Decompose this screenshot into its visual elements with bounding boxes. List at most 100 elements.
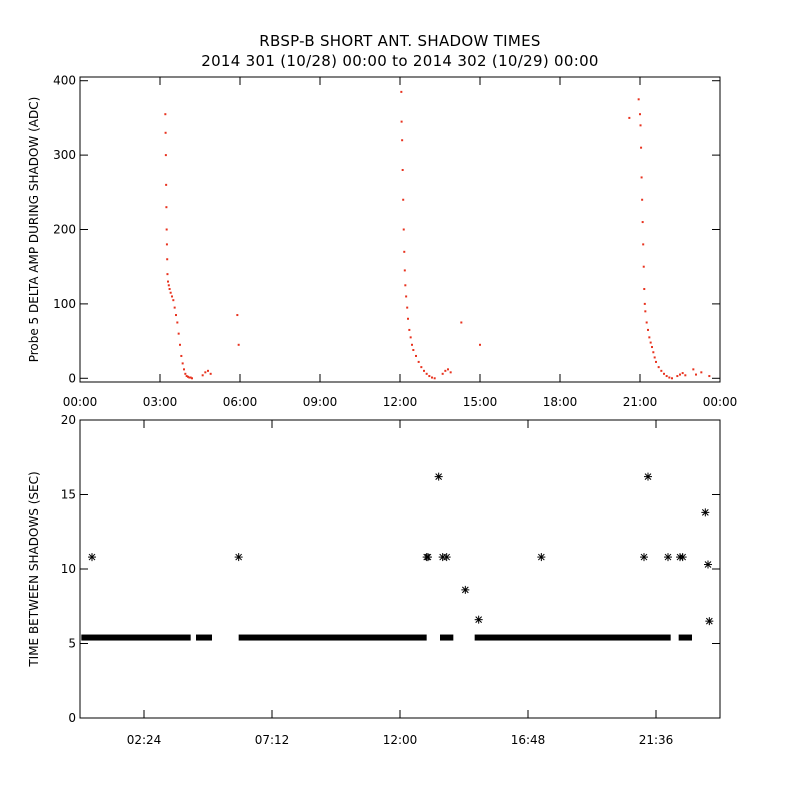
data-point xyxy=(191,377,193,380)
data-point-asterisk xyxy=(705,617,714,626)
chart-title-line1: RBSP-B SHORT ANT. SHADOW TIMES xyxy=(259,32,541,50)
data-point xyxy=(655,360,657,363)
data-point xyxy=(642,265,645,268)
x-tick-label: 00:00 xyxy=(63,395,98,409)
data-point xyxy=(441,372,444,375)
data-point xyxy=(447,368,449,371)
data-point xyxy=(166,273,169,276)
data-point xyxy=(402,198,405,201)
data-point xyxy=(180,354,183,357)
y-tick-label: 10 xyxy=(61,562,76,576)
data-point xyxy=(644,310,647,313)
data-point xyxy=(237,343,240,346)
baseline-segment xyxy=(81,634,191,641)
data-point xyxy=(460,321,463,324)
data-point xyxy=(188,376,191,379)
x-tick-label: 00:00 xyxy=(703,395,738,409)
data-point-asterisk xyxy=(88,553,96,562)
baseline-segment xyxy=(196,634,212,641)
data-point-asterisk xyxy=(664,553,672,562)
y-axis-label: Probe 5 DELTA AMP DURING SHADOW (ADC) xyxy=(27,97,41,363)
data-point xyxy=(168,288,171,291)
data-point xyxy=(173,306,176,309)
chart-title-line2: 2014 301 (10/28) 00:00 to 2014 302 (10/2… xyxy=(201,52,599,70)
data-point xyxy=(640,146,643,149)
x-tick-label: 09:00 xyxy=(303,395,338,409)
y-tick-label: 300 xyxy=(53,148,76,162)
data-point xyxy=(166,258,169,261)
top-panel: 00:00 03:00 06:00 09:00 12:00 15:00 18:00 21:00… xyxy=(27,74,737,409)
y-tick-label: 15 xyxy=(61,488,76,502)
data-point xyxy=(671,377,673,380)
data-point xyxy=(643,302,646,305)
data-point xyxy=(164,131,167,134)
data-point xyxy=(643,288,646,291)
data-point xyxy=(420,366,423,369)
data-point xyxy=(183,368,185,371)
data-point xyxy=(628,116,631,119)
data-point xyxy=(648,336,651,339)
data-point xyxy=(402,228,405,231)
plot-frame xyxy=(79,76,721,383)
data-point xyxy=(184,372,187,375)
data-point xyxy=(164,154,167,157)
data-point xyxy=(640,176,643,179)
x-tick-label: 02:24 xyxy=(127,733,162,747)
data-point xyxy=(431,376,433,379)
data-point xyxy=(695,373,697,376)
data-point xyxy=(639,124,642,127)
y-tick-label: 400 xyxy=(53,74,76,88)
data-point xyxy=(668,376,671,379)
data-point xyxy=(645,321,648,324)
data-point xyxy=(406,306,409,309)
data-point-asterisk xyxy=(704,560,712,569)
data-point xyxy=(403,269,406,272)
baseline-segment xyxy=(440,634,454,641)
data-point xyxy=(642,243,645,246)
data-point xyxy=(412,349,415,352)
x-tick-label: 21:00 xyxy=(623,395,658,409)
bottom-panel: 02:24 07:12 12:00 16:48 21:36 0 5 10 15 20 TIME BE… xyxy=(27,413,721,747)
data-point xyxy=(665,375,668,378)
data-point xyxy=(401,168,404,171)
data-point xyxy=(423,369,425,372)
data-point-asterisk xyxy=(678,553,687,562)
x-tick-label: 18:00 xyxy=(543,395,578,409)
baseline-segment xyxy=(678,634,692,641)
x-tick-label: 07:12 xyxy=(255,733,290,747)
data-point xyxy=(641,198,644,201)
data-point xyxy=(652,351,655,354)
data-point xyxy=(236,314,239,317)
data-point xyxy=(179,343,181,346)
data-point xyxy=(679,373,681,376)
y-tick-label: 20 xyxy=(61,413,76,427)
data-point xyxy=(407,317,409,320)
data-point xyxy=(651,346,653,349)
data-point xyxy=(641,221,644,224)
data-point xyxy=(400,120,403,123)
data-point xyxy=(169,291,172,294)
data-point xyxy=(167,284,170,287)
data-point-asterisk xyxy=(424,553,432,562)
baseline-segment xyxy=(238,634,427,641)
x-tick-label: 12:00 xyxy=(383,733,418,747)
data-point-asterisk xyxy=(701,508,710,517)
data-point xyxy=(657,366,660,369)
data-point xyxy=(647,328,649,331)
data-point xyxy=(708,375,711,378)
data-point xyxy=(649,341,652,344)
y-tick-label: 0 xyxy=(68,371,76,385)
data-point xyxy=(700,371,703,374)
data-point xyxy=(181,362,184,365)
data-point xyxy=(676,375,679,378)
data-point xyxy=(207,369,209,372)
data-point xyxy=(653,356,656,359)
data-point xyxy=(433,377,436,380)
data-point xyxy=(164,113,167,116)
data-point-asterisk xyxy=(474,615,483,624)
data-point xyxy=(660,369,663,372)
data-point xyxy=(165,228,168,231)
data-point xyxy=(639,113,641,116)
y-axis-label: TIME BETWEEN SHADOWS (SEC) xyxy=(27,471,41,667)
